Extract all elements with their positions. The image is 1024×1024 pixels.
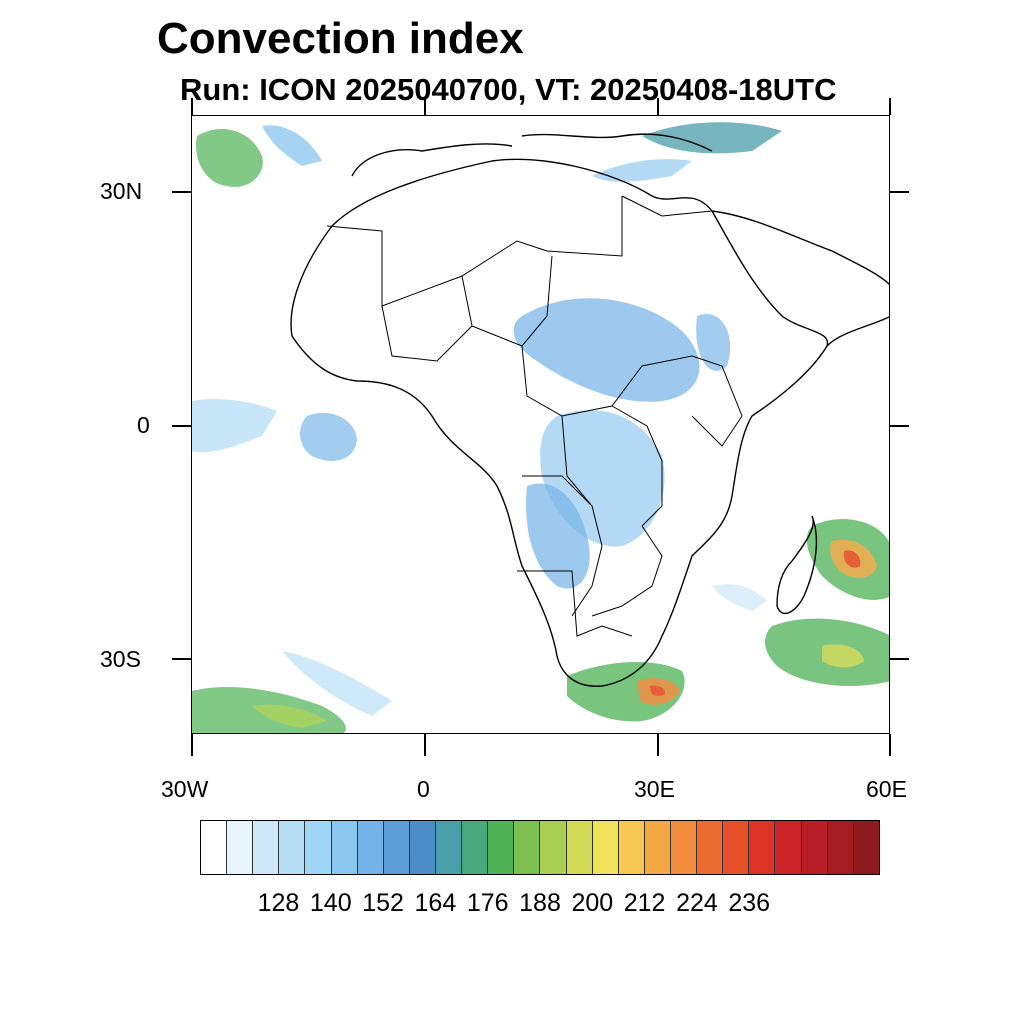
- colorbar-box: [801, 821, 828, 874]
- coastlines: [290, 133, 889, 687]
- tick-right-30s: [890, 658, 909, 660]
- lat-label-0: 0: [137, 412, 150, 438]
- colorbar-label: 236: [728, 889, 771, 917]
- tick-top-30e: [657, 98, 659, 115]
- country-borders: [326, 195, 743, 637]
- colorbar-box: [462, 821, 489, 874]
- colorbar: [200, 820, 880, 875]
- colorbar-box: [279, 821, 306, 874]
- colorbar-label: 140: [309, 889, 352, 917]
- map-panel: [191, 115, 890, 734]
- colorbar-box: [514, 821, 541, 874]
- colorbar-box: [566, 821, 593, 874]
- colorbar-box: [723, 821, 750, 874]
- map-svg: [192, 122, 889, 733]
- colorbar-box: [253, 821, 280, 874]
- colorbar-box: [749, 821, 776, 874]
- colorbar-label: 224: [676, 889, 718, 917]
- lon-label-0: 0: [417, 776, 430, 802]
- colorbar-box: [670, 821, 698, 874]
- chart-title: Convection index: [157, 14, 524, 63]
- tick-left-30n: [172, 191, 191, 193]
- colorbar-box: [827, 821, 854, 874]
- chart-subtitle: Run: ICON 2025040700, VT: 20250408-18UTC: [180, 72, 837, 107]
- colorbar-box: [435, 821, 463, 874]
- colorbar-label: 128: [257, 889, 300, 917]
- tick-top-30w: [191, 98, 193, 115]
- lat-label-30n: 30N: [100, 178, 143, 204]
- colorbar-box: [618, 821, 645, 874]
- convection-field: [192, 122, 889, 733]
- colorbar-box: [331, 821, 358, 874]
- tick-bottom-30e: [657, 734, 659, 756]
- tick-bottom-0: [424, 734, 426, 756]
- colorbar-label: 212: [623, 889, 666, 917]
- lon-label-30e: 30E: [634, 776, 675, 802]
- tick-bottom-30w: [191, 734, 193, 756]
- lon-label-60e: 60E: [866, 776, 907, 802]
- colorbar-box: [305, 821, 332, 874]
- colorbar-label: 164: [414, 889, 457, 917]
- colorbar-box: [409, 821, 436, 874]
- colorbar-box: [592, 821, 619, 874]
- colorbar-box: [488, 821, 515, 874]
- colorbar-box: [644, 821, 671, 874]
- colorbar-label: 188: [519, 889, 561, 917]
- colorbar-box: [201, 821, 228, 874]
- colorbar-label: 152: [362, 889, 404, 917]
- colorbar-box: [853, 821, 879, 874]
- colorbar-box: [357, 821, 384, 874]
- colorbar-box: [697, 821, 724, 874]
- tick-right-30n: [890, 191, 909, 193]
- colorbar-box: [383, 821, 410, 874]
- tick-left-0: [172, 425, 191, 427]
- lat-label-30s: 30S: [100, 646, 141, 672]
- tick-bottom-60e: [889, 734, 891, 756]
- colorbar-label: 200: [571, 889, 614, 917]
- tick-top-60e: [889, 98, 891, 115]
- tick-left-30s: [172, 658, 191, 660]
- colorbar-box: [775, 821, 802, 874]
- colorbar-label: 176: [466, 889, 509, 917]
- colorbar-box: [227, 821, 254, 874]
- lon-label-30w: 30W: [161, 776, 209, 802]
- tick-right-0: [890, 425, 909, 427]
- tick-top-0: [424, 98, 426, 115]
- colorbar-box: [540, 821, 567, 874]
